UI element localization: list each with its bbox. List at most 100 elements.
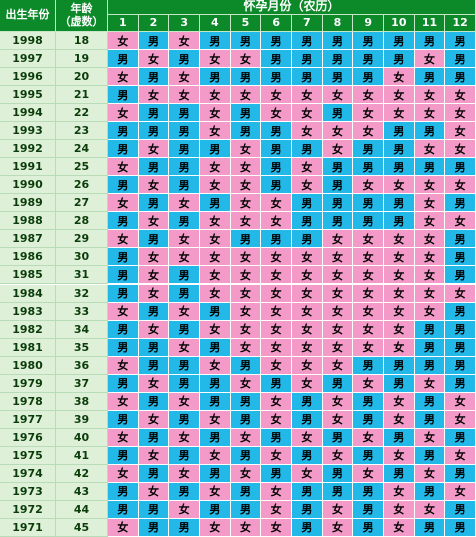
gender-cell: 女 bbox=[384, 68, 415, 87]
month-header-7: 7 bbox=[292, 15, 323, 32]
gender-cell: 女 bbox=[384, 248, 415, 267]
gender-cell: 男 bbox=[108, 50, 139, 69]
gender-cell: 男 bbox=[230, 446, 262, 465]
birth-year-cell: 1979 bbox=[0, 374, 56, 393]
birth-year-cell: 1986 bbox=[0, 248, 56, 267]
gender-cell: 男 bbox=[138, 32, 170, 51]
gender-cell: 男 bbox=[230, 104, 262, 123]
gender-cell: 女 bbox=[230, 50, 262, 69]
gender-cell: 女 bbox=[138, 410, 170, 429]
gender-cell: 女 bbox=[230, 284, 262, 303]
gender-cell: 女 bbox=[384, 302, 415, 321]
gender-cell: 女 bbox=[292, 374, 323, 393]
birth-year-cell: 1976 bbox=[0, 428, 56, 447]
gender-cell: 男 bbox=[169, 140, 200, 159]
gender-cell: 女 bbox=[353, 122, 384, 141]
age-cell: 28 bbox=[56, 212, 108, 231]
gender-cell: 女 bbox=[261, 392, 292, 411]
month-header-3: 3 bbox=[169, 15, 200, 32]
gender-cell: 男 bbox=[169, 356, 200, 375]
gender-cell: 男 bbox=[353, 50, 384, 69]
age-cell: 43 bbox=[56, 482, 108, 501]
age-cell: 41 bbox=[56, 446, 108, 465]
birth-year-cell: 1990 bbox=[0, 176, 56, 195]
gender-cell: 女 bbox=[261, 284, 292, 303]
gender-cell: 女 bbox=[414, 500, 446, 519]
gender-cell: 男 bbox=[200, 68, 231, 87]
gender-cell: 男 bbox=[292, 482, 323, 501]
gender-cell: 男 bbox=[353, 140, 384, 159]
gender-cell: 女 bbox=[200, 356, 231, 375]
gender-cell: 女 bbox=[414, 212, 446, 231]
age-cell: 26 bbox=[56, 176, 108, 195]
gender-cell: 男 bbox=[322, 32, 354, 51]
birth-year-cell: 1985 bbox=[0, 266, 56, 285]
gender-cell: 女 bbox=[322, 284, 354, 303]
gender-cell: 女 bbox=[292, 320, 323, 339]
gender-cell: 男 bbox=[322, 374, 354, 393]
month-header-12: 12 bbox=[445, 15, 476, 32]
gender-cell: 男 bbox=[138, 500, 170, 519]
gender-cell: 男 bbox=[292, 68, 323, 87]
month-header-10: 10 bbox=[384, 15, 415, 32]
gender-cell: 男 bbox=[138, 302, 170, 321]
gender-cell: 男 bbox=[414, 32, 446, 51]
gender-cell: 男 bbox=[414, 410, 446, 429]
age-cell: 34 bbox=[56, 320, 108, 339]
gender-cell: 女 bbox=[322, 338, 354, 357]
gender-cell: 女 bbox=[138, 284, 170, 303]
gender-cell: 男 bbox=[384, 428, 415, 447]
gender-cell: 男 bbox=[138, 104, 170, 123]
age-cell: 25 bbox=[56, 158, 108, 177]
gender-cell: 女 bbox=[200, 320, 231, 339]
gender-cell: 女 bbox=[200, 176, 231, 195]
gender-cell: 女 bbox=[200, 50, 231, 69]
gender-cell: 男 bbox=[353, 500, 384, 519]
gender-cell: 男 bbox=[414, 158, 446, 177]
gender-cell: 女 bbox=[414, 266, 446, 285]
gender-cell: 男 bbox=[322, 176, 354, 195]
gender-cell: 女 bbox=[414, 284, 446, 303]
gender-cell: 男 bbox=[353, 194, 384, 213]
gender-cell: 女 bbox=[108, 68, 139, 87]
gender-cell: 女 bbox=[353, 464, 384, 483]
gender-cell: 女 bbox=[353, 428, 384, 447]
month-header-11: 11 bbox=[414, 15, 446, 32]
gender-cell: 女 bbox=[108, 356, 139, 375]
gender-cell: 女 bbox=[230, 428, 262, 447]
birth-year-cell: 1991 bbox=[0, 158, 56, 177]
gender-cell: 男 bbox=[169, 176, 200, 195]
gender-cell: 男 bbox=[322, 104, 354, 123]
gender-cell: 男 bbox=[200, 140, 231, 159]
gender-cell: 男 bbox=[292, 212, 323, 231]
gender-cell: 男 bbox=[200, 464, 231, 483]
gender-cell: 女 bbox=[169, 464, 200, 483]
gender-cell: 男 bbox=[384, 158, 415, 177]
gender-cell: 男 bbox=[384, 50, 415, 69]
gender-cell: 男 bbox=[108, 284, 139, 303]
gender-cell: 女 bbox=[292, 464, 323, 483]
age-cell: 37 bbox=[56, 374, 108, 393]
gender-cell: 女 bbox=[384, 392, 415, 411]
gender-cell: 男 bbox=[169, 518, 200, 537]
gender-cell: 男 bbox=[138, 356, 170, 375]
gender-cell: 男 bbox=[230, 122, 262, 141]
gender-cell: 男 bbox=[261, 464, 292, 483]
gender-cell: 男 bbox=[384, 122, 415, 141]
gender-cell: 男 bbox=[200, 338, 231, 357]
gender-cell: 女 bbox=[138, 140, 170, 159]
gender-cell: 男 bbox=[353, 518, 384, 537]
gender-cell: 女 bbox=[230, 158, 262, 177]
gender-cell: 男 bbox=[322, 428, 354, 447]
age-cell: 32 bbox=[56, 284, 108, 303]
gender-cell: 女 bbox=[353, 176, 384, 195]
gender-cell: 女 bbox=[108, 518, 139, 537]
gender-cell: 女 bbox=[261, 104, 292, 123]
gender-cell: 女 bbox=[414, 230, 446, 249]
gender-cell: 男 bbox=[261, 374, 292, 393]
age-cell: 45 bbox=[56, 518, 108, 537]
gender-cell: 女 bbox=[414, 176, 446, 195]
gender-cell: 男 bbox=[200, 302, 231, 321]
gender-cell: 男 bbox=[353, 32, 384, 51]
gender-cell: 男 bbox=[230, 410, 262, 429]
